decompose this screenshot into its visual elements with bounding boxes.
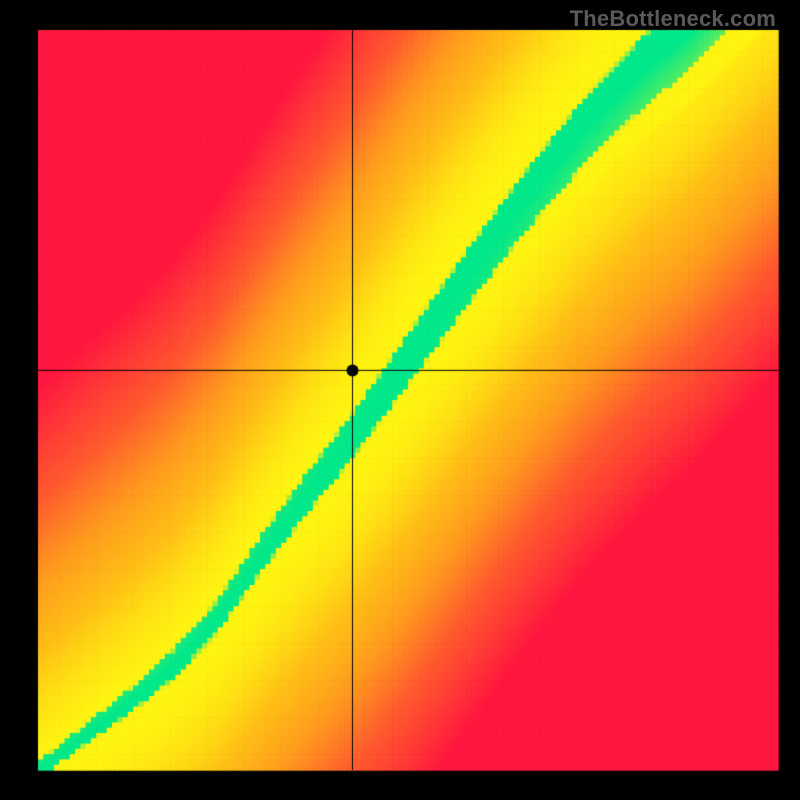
watermark-label: TheBottleneck.com (570, 6, 776, 32)
bottleneck-heatmap (0, 0, 800, 800)
figure-container: TheBottleneck.com (0, 0, 800, 800)
